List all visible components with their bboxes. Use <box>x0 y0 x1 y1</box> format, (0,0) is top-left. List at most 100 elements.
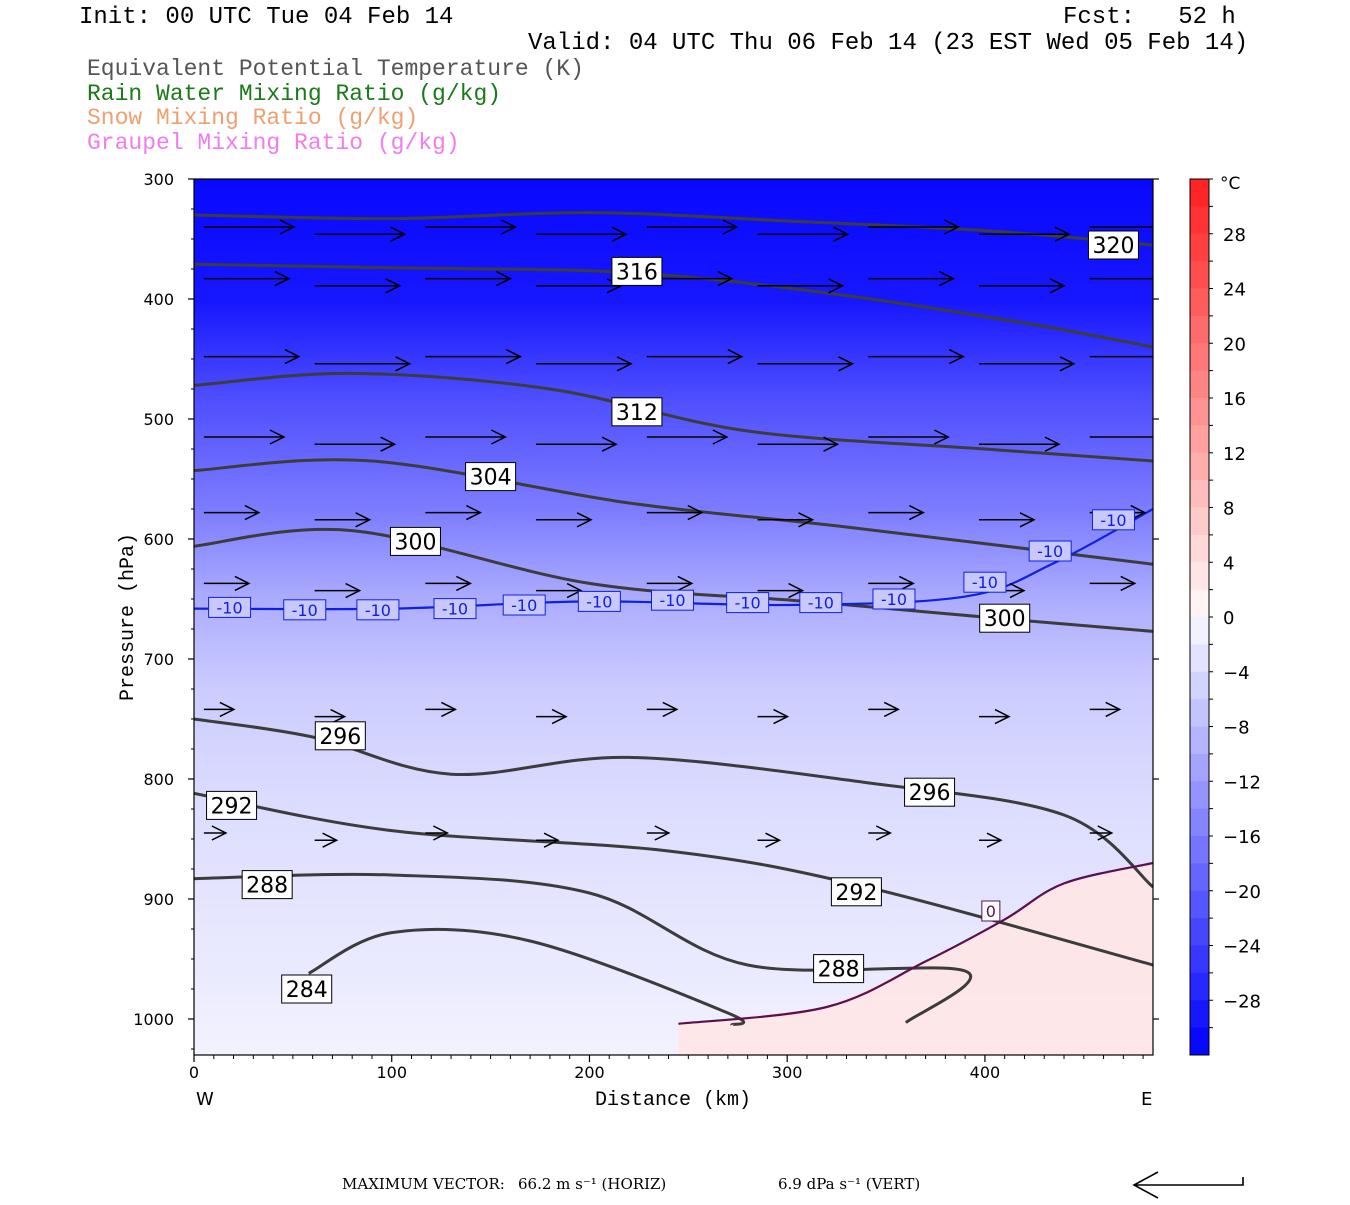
wind-vector <box>1089 701 1122 718</box>
wind-vector <box>203 575 251 592</box>
svg-text:316: 316 <box>616 260 658 285</box>
temperature-label--10: -10 <box>577 590 621 612</box>
colorbar-tick-label: −28 <box>1223 991 1261 1012</box>
colorbar-band <box>1190 671 1209 700</box>
colorbar-tick-label: 24 <box>1223 280 1246 301</box>
svg-text:296: 296 <box>319 725 361 750</box>
wind-vector <box>1089 226 1153 228</box>
wind-vector <box>978 278 1066 294</box>
wind-vector <box>978 226 1071 242</box>
x-tick-label: 400 <box>970 1063 1001 1082</box>
svg-text:-10: -10 <box>217 598 243 617</box>
y-tick-label: 300 <box>143 170 174 189</box>
wind-vector <box>425 701 458 718</box>
colorbar-band <box>1190 534 1209 563</box>
colorbar-band <box>1190 288 1209 317</box>
wind-vector <box>757 832 782 848</box>
wind-vector <box>978 832 1003 848</box>
theta-e-contour-320 <box>194 211 1153 247</box>
plot-frame <box>193 178 1154 1056</box>
wind-vector <box>757 436 840 452</box>
reference-vector-arrow <box>1132 1171 1244 1199</box>
wind-vector <box>314 582 362 599</box>
wind-vector <box>314 226 407 242</box>
y-tick-label: 600 <box>143 530 174 549</box>
wind-vector <box>314 832 339 848</box>
colorbar-tick-label: 8 <box>1223 499 1234 520</box>
colorbar-band <box>1190 972 1209 1001</box>
svg-text:292: 292 <box>835 881 877 906</box>
colorbar-band <box>1190 425 1209 454</box>
y-tick-label: 1000 <box>133 1010 174 1029</box>
max-vector-label: MAXIMUM VECTOR: <box>342 1175 505 1193</box>
wind-vector <box>868 348 965 365</box>
colorbar-band <box>1190 836 1209 864</box>
wind-vector <box>314 278 402 294</box>
colorbar-band <box>1190 808 1209 837</box>
svg-text:300: 300 <box>394 530 436 555</box>
svg-text:304: 304 <box>470 466 512 491</box>
wind-vector <box>425 270 513 287</box>
svg-text:-10: -10 <box>511 596 537 615</box>
colorbar-band <box>1190 315 1209 344</box>
wind-vector <box>314 512 372 528</box>
colorbar-tick-label: −16 <box>1223 827 1261 848</box>
svg-text:284: 284 <box>286 978 328 1003</box>
temperature-label--10: -10 <box>283 599 327 621</box>
colorbar-unit: °C <box>1220 174 1240 194</box>
forecast-hour: Fcst: 52 h <box>1063 4 1236 31</box>
svg-text:-10: -10 <box>1037 542 1063 561</box>
svg-text:288: 288 <box>818 958 860 983</box>
temperature-label--10: -10 <box>502 594 546 616</box>
theta-e-label-296: 296 <box>314 721 366 751</box>
wind-vector <box>868 575 915 592</box>
wind-vector <box>425 429 508 445</box>
colorbar-tick-label: 16 <box>1223 389 1246 410</box>
temperature-label--10: -10 <box>872 588 916 610</box>
colorbar-tick-label: −8 <box>1223 718 1250 739</box>
wind-vector <box>978 708 1011 725</box>
wind-vector <box>203 219 296 235</box>
wind-vector <box>203 270 291 287</box>
wind-vector <box>868 429 950 445</box>
wind-vector <box>425 575 473 592</box>
wind-vector <box>1089 825 1114 841</box>
y-tick-label: 400 <box>143 290 174 309</box>
wind-vector <box>536 512 593 528</box>
colorbar-tick-label: 4 <box>1223 553 1234 574</box>
colorbar-tick-label: 0 <box>1223 608 1234 629</box>
max-vector-horiz: 66.2 m s⁻¹ (HORIZ) <box>518 1175 667 1193</box>
temperature-label--10: -10 <box>651 589 695 611</box>
colorbar-tick-label: 28 <box>1223 225 1246 246</box>
svg-text:-10: -10 <box>808 594 834 613</box>
temperature-label--10: -10 <box>356 599 400 621</box>
colorbar-band <box>1190 398 1209 426</box>
wind-vector <box>646 429 729 445</box>
wind-vector <box>425 348 523 365</box>
svg-text:-10: -10 <box>972 573 998 592</box>
colorbar-band <box>1190 863 1209 892</box>
wind-vector <box>314 436 397 452</box>
colorbar-band <box>1190 726 1209 755</box>
colorbar-band <box>1190 617 1209 645</box>
svg-text:312: 312 <box>616 401 658 426</box>
wind-vector <box>646 575 694 592</box>
svg-text:-10: -10 <box>365 601 391 620</box>
temperature-contour-0 <box>678 861 1153 1025</box>
theta-e-label-312: 312 <box>611 397 663 427</box>
max-vector-vert: 6.9 dPa s⁻¹ (VERT) <box>778 1175 921 1193</box>
wind-vector <box>536 436 618 452</box>
x-tick-label: 100 <box>376 1063 407 1082</box>
temperature-label--10: -10 <box>963 571 1007 593</box>
wind-vector <box>536 356 633 372</box>
svg-text:-10: -10 <box>735 594 761 613</box>
temperature-label--10: -10 <box>1091 509 1135 531</box>
wind-vector <box>646 219 739 235</box>
wind-vector <box>646 825 671 841</box>
wind-vector <box>536 832 560 848</box>
wind-vector <box>203 825 228 841</box>
legend-entry: Snow Mixing Ratio (g/kg) <box>87 105 419 131</box>
colorbar-tick-label: −12 <box>1223 772 1261 793</box>
theta-e-label-304: 304 <box>465 462 517 492</box>
theta-e-label-292: 292 <box>206 790 258 820</box>
